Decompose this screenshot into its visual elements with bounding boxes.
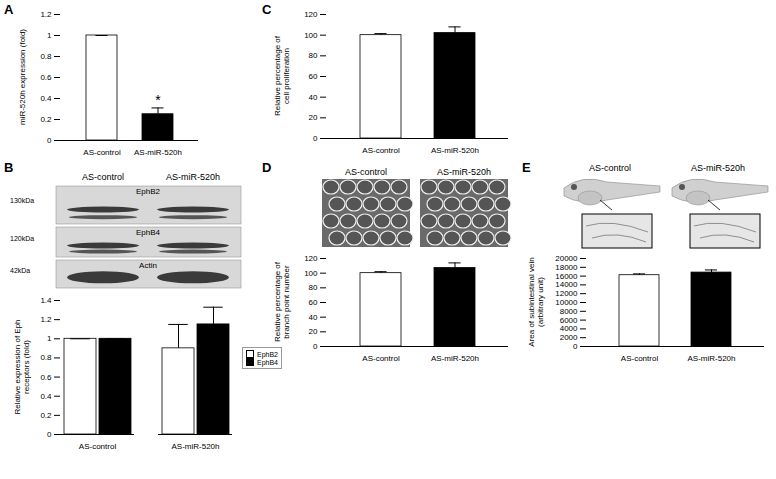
html-text:miR-520h expression (fold): miR-520h expression (fold) [17,29,27,125]
html-text:A: A [4,2,14,17]
svg-text:6000: 6000 [560,316,578,325]
svg-text:20: 20 [309,327,318,336]
svg-text:0: 0 [313,342,318,351]
svg-text:AS-miR-520h: AS-miR-520h [437,167,491,177]
html-text:Area of subintestinal vein (ar: Area of subintestinal vein (arbitrary un… [527,257,545,347]
svg-text:AS-control: AS-control [82,172,124,182]
html-text:B: B [4,160,14,175]
svg-text:0: 0 [573,342,578,351]
html-text:E: E [522,160,531,175]
svg-text:4000: 4000 [560,324,578,333]
svg-text:AS-control: AS-control [345,167,387,177]
svg-text:12000: 12000 [555,289,578,298]
svg-text:80: 80 [309,51,318,60]
svg-text:AS-control: AS-control [362,354,400,363]
svg-text:40: 40 [309,313,318,322]
svg-text:AS-miR-520h: AS-miR-520h [687,354,735,363]
svg-text:EphB2: EphB2 [136,187,161,196]
svg-text:100: 100 [304,269,318,278]
svg-text:0.4: 0.4 [40,94,52,103]
html-text:C: C [262,2,272,17]
svg-text:0: 0 [313,134,318,143]
html-text:EphB4: EphB4 [257,358,278,366]
svg-text:8000: 8000 [560,307,578,316]
svg-text:0.8: 0.8 [40,52,52,61]
svg-text:120kDa: 120kDa [10,235,34,242]
svg-text:AS-control: AS-control [83,148,121,157]
svg-text:16000: 16000 [555,272,578,281]
svg-text:20000: 20000 [555,254,578,263]
svg-text:AS-control: AS-control [589,163,631,173]
svg-text:60: 60 [309,298,318,307]
svg-text:0.6: 0.6 [40,73,52,82]
svg-text:40: 40 [309,93,318,102]
svg-text:0: 0 [47,136,52,145]
svg-text:AS-miR-520h: AS-miR-520h [691,163,745,173]
svg-text:1.2: 1.2 [40,315,52,324]
svg-text:AS-control: AS-control [621,354,659,363]
svg-text:18000: 18000 [555,263,578,272]
svg-text:130kDa: 130kDa [10,197,34,204]
svg-text:1.4: 1.4 [40,296,52,305]
svg-text:0.4: 0.4 [40,392,52,401]
html-text:Relative percentage of branch: Relative percentage of branch point numb… [273,262,291,342]
svg-text:14000: 14000 [555,280,578,289]
svg-text:80: 80 [309,283,318,292]
html-text:Relative expression of Eph rec: Relative expression of Eph receptors (fo… [13,319,31,415]
html-text:Relative percentage of cell pr: Relative percentage of cell proliferatio… [273,36,291,116]
svg-text:AS-miR-520h: AS-miR-520h [166,172,220,182]
svg-text:AS-miR-520h: AS-miR-520h [134,148,182,157]
svg-text:100: 100 [304,31,318,40]
svg-text:120: 120 [304,254,318,263]
svg-text:1.2: 1.2 [40,10,52,19]
svg-text:20: 20 [309,113,318,122]
svg-text:EphB4: EphB4 [136,228,161,237]
svg-text:AS-miR-520h: AS-miR-520h [431,146,479,155]
svg-text:0.2: 0.2 [40,115,52,124]
html-text:EphB2: EphB2 [257,350,278,358]
svg-text:AS-control: AS-control [362,146,400,155]
svg-text:AS-miR-520h: AS-miR-520h [171,442,219,451]
html-text:D: D [262,160,272,175]
svg-text:AS-control: AS-control [79,442,117,451]
svg-text:10000: 10000 [555,298,578,307]
svg-text:2000: 2000 [560,333,578,342]
svg-text:Actin: Actin [139,261,157,270]
svg-text:42kDa: 42kDa [10,267,30,274]
svg-text:AS-miR-520h: AS-miR-520h [431,354,479,363]
svg-text:*: * [155,92,161,108]
svg-text:1: 1 [47,31,52,40]
svg-text:60: 60 [309,72,318,81]
svg-text:0.6: 0.6 [40,373,52,382]
svg-text:0.8: 0.8 [40,353,52,362]
svg-text:1: 1 [47,334,52,343]
svg-text:0: 0 [47,430,52,439]
svg-text:0.2: 0.2 [40,411,52,420]
svg-text:120: 120 [304,10,318,19]
